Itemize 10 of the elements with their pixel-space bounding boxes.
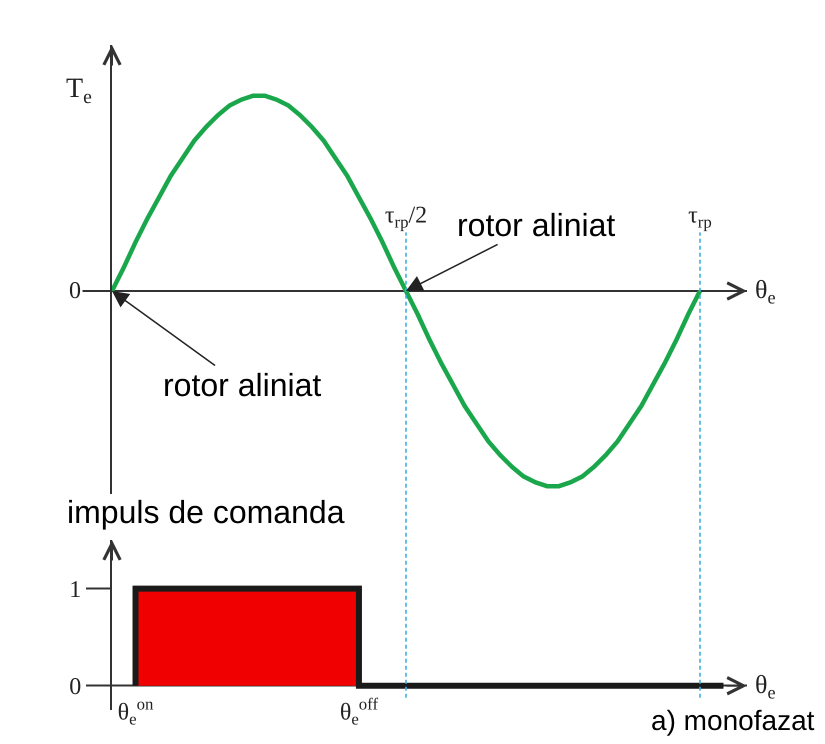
annotation: rotor aliniat xyxy=(457,207,616,243)
x-tick-label: τ$_{rp}$ xyxy=(688,202,712,232)
x-axis-title: θ$_{e}$ xyxy=(755,275,776,308)
annotation: a) monofazat xyxy=(651,705,815,736)
y-tick-label: 1 xyxy=(69,576,82,603)
annotation: rotor aliniat xyxy=(163,367,322,403)
x-tick-label: τ$_{rp}$/2 xyxy=(384,202,428,232)
x-axis-title: θ$_{e}$ xyxy=(755,670,776,702)
y-axis-title: impuls de comanda xyxy=(67,494,345,530)
y-axis-title: T$_{e}$ xyxy=(66,73,92,108)
